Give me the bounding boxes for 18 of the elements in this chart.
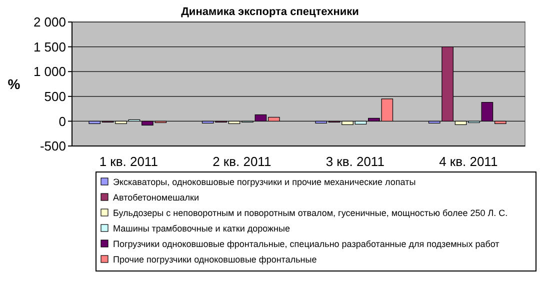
y-tick-label: 1 500 (33, 39, 66, 54)
y-axis-title: % (8, 76, 21, 92)
y-tick-label: 0 (58, 114, 66, 129)
chart-title: Динамика экспорта спецтехники (181, 6, 359, 18)
x-tick-label: 3 кв. 2011 (326, 154, 384, 169)
x-tick-label: 1 кв. 2011 (99, 154, 158, 169)
legend-label: Машины трамбовочные и катки дорожные (113, 224, 290, 234)
y-tick-label: 500 (44, 88, 66, 104)
y-tick-label: 2 000 (33, 14, 66, 30)
y-tick-label: 1 000 (33, 64, 66, 80)
x-tick-label: 4 кв. 2011 (439, 154, 498, 169)
legend-label: Автобетономешалки (113, 192, 200, 203)
legend-label: Бульдозеры с неповоротным и поворотным отвалом, гусеничные, мощностью более 250 Л. С. (113, 208, 508, 218)
x-tick-label: 2 кв. 2011 (212, 154, 272, 169)
y-tick-label: -500 (40, 138, 66, 154)
legend-label: Погрузчики одноковшовые фронтальные, специально разработанные для подземных работ (113, 239, 500, 250)
legend-label: Прочие погрузчики одноковшовые фронтальные (113, 254, 317, 265)
legend-label: Экскаваторы, одноковшовые погрузчики и прочие механические лопаты (113, 177, 416, 188)
